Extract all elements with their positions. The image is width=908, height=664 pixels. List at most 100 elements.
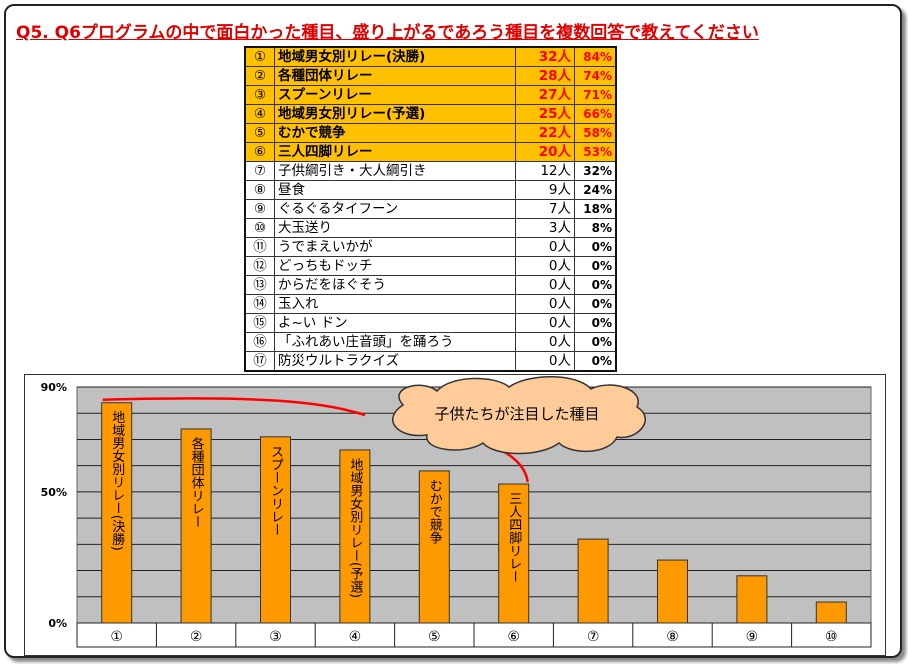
table-row: ⑪ うでまえいかが 0人 0% [244,237,617,257]
response-count: 9人 [515,180,575,200]
response-percent: 0% [574,294,617,314]
response-percent: 58% [574,123,617,143]
table-row: ⑫ どっちもドッチ 0人 0% [244,256,617,276]
response-percent: 71% [574,85,617,105]
response-percent: 66% [574,104,617,124]
rank-number: ⑰ [244,351,275,372]
bar [418,470,450,624]
x-tick-label: ② [190,629,203,645]
bar-chart: 0% 50% 90% ① 地域男女別リレー(決勝) ② 各種団体リレー ③ スプーンリレー ④ 地域… [24,374,886,656]
table-row: ⑤ むかで競争 22人 58% [244,123,617,143]
event-name: むかで競争 [274,123,516,143]
bar-data-label: 各種団体リレー [189,436,205,528]
event-name: 防災ウルトラクイズ [274,351,516,372]
bar [736,575,768,624]
bar [657,559,688,624]
response-percent: 53% [574,142,617,162]
rank-number: ⑭ [244,294,275,314]
response-count: 0人 [515,313,575,333]
response-percent: 24% [574,180,617,200]
y-tick-label: 90% [41,381,67,394]
x-tick-label: ⑩ [825,629,838,645]
bar-data-label: 地域男女別リレー(決勝) [109,411,125,551]
table-row: ⑩ 大玉送り 3人 8% [244,218,617,238]
event-name: 地域男女別リレー(決勝) [274,46,516,67]
bar-data-label: 地域男女別リレー(予選) [347,458,363,598]
response-count: 0人 [515,294,575,314]
bar [260,436,291,624]
bar-data-label: スプーンリレー [268,445,283,536]
table-row: ⑯ 「ふれあい庄音頭」を踊ろう 0人 0% [244,332,617,352]
response-percent: 0% [574,351,617,372]
table-row: ④ 地域男女別リレー(予選) 25人 66% [244,104,617,124]
bar [498,483,530,624]
response-count: 7人 [515,199,575,219]
rank-number: ⑩ [244,218,275,238]
y-tick-label: 0% [48,617,67,630]
table-row: ⑨ ぐるぐるタイフーン 7人 18% [244,199,617,219]
table-row: ① 地域男女別リレー(決勝) 32人 84% [244,46,617,67]
response-count: 32人 [515,46,575,67]
response-percent: 0% [574,313,617,333]
response-percent: 0% [574,237,617,257]
response-count: 3人 [515,218,575,238]
rank-number: ⑯ [244,332,275,352]
table-row: ⑭ 玉入れ 0人 0% [244,294,617,314]
rank-number: ⑪ [244,237,275,257]
response-percent: 0% [574,275,617,295]
event-name: ぐるぐるタイフーン [274,199,516,219]
rank-number: ⑨ [244,199,275,219]
event-name: スプーンリレー [274,85,516,105]
slide-frame: Q5. Q6プログラムの中で面白かった種目、盛り上がるであろう種目を複数回答で教… [4,4,902,658]
response-count: 0人 [515,237,575,257]
response-count: 0人 [515,275,575,295]
rank-number: ⑮ [244,313,275,333]
x-tick-label: ⑥ [507,629,520,645]
event-name: 地域男女別リレー(予選) [274,104,516,124]
table-row: ⑰ 防災ウルトラクイズ 0人 0% [244,351,617,372]
rank-number: ⑤ [244,123,275,143]
event-name: からだをほぐそう [274,275,516,295]
event-name: 三人四脚リレー [274,142,516,162]
response-count: 28人 [515,66,575,86]
response-count: 0人 [515,351,575,372]
rank-number: ⑫ [244,256,275,276]
response-percent: 0% [574,256,617,276]
event-name: 玉入れ [274,294,516,314]
callout-text: 子供たちが注目した種目 [434,405,599,423]
rank-number: ⑧ [244,180,275,200]
x-tick-label: ⑤ [428,629,441,645]
bar-data-label: むかで競争 [427,479,443,544]
table-row: ⑬ からだをほぐそう 0人 0% [244,275,617,295]
bar [101,402,133,624]
table-row: ⑥ 三人四脚リレー 20人 53% [244,142,617,162]
bar-data-label: 三人四脚リレー [506,492,522,583]
response-count: 0人 [515,256,575,276]
event-name: よ~い ドン [274,313,516,333]
ranking-table: ① 地域男女別リレー(決勝) 32人 84% ② 各種団体リレー 28人 74% ③ スプーンリレ… [244,46,617,372]
response-percent: 18% [574,199,617,219]
y-tick-label: 50% [41,486,67,499]
response-percent: 8% [574,218,617,238]
rank-number: ④ [244,104,275,124]
table-row: ⑧ 昼食 9人 24% [244,180,617,200]
x-tick-label: ④ [349,629,362,645]
x-tick-label: ⑧ [666,629,679,645]
bar [180,428,212,624]
response-count: 12人 [515,161,575,181]
response-count: 27人 [515,85,575,105]
table-row: ② 各種団体リレー 28人 74% [244,66,617,86]
event-name: 各種団体リレー [274,66,516,86]
event-name: 「ふれあい庄音頭」を踊ろう [274,332,516,352]
question-title: Q5. Q6プログラムの中で面白かった種目、盛り上がるであろう種目を複数回答で教… [16,23,759,43]
callout-cloud [392,376,646,455]
event-name: どっちもドッチ [274,256,516,276]
bar [577,538,609,624]
rank-number: ⑬ [244,275,275,295]
table-row: ⑦ 子供綱引き・大人綱引き 12人 32% [244,161,617,181]
response-percent: 74% [574,66,617,86]
rank-number: ② [244,66,275,86]
rank-number: ⑦ [244,161,275,181]
table-row: ⑮ よ~い ドン 0人 0% [244,313,617,333]
event-name: 大玉送り [274,218,516,238]
